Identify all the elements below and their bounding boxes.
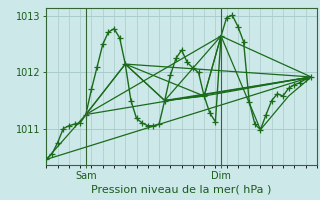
X-axis label: Pression niveau de la mer( hPa ): Pression niveau de la mer( hPa ) <box>92 185 272 195</box>
